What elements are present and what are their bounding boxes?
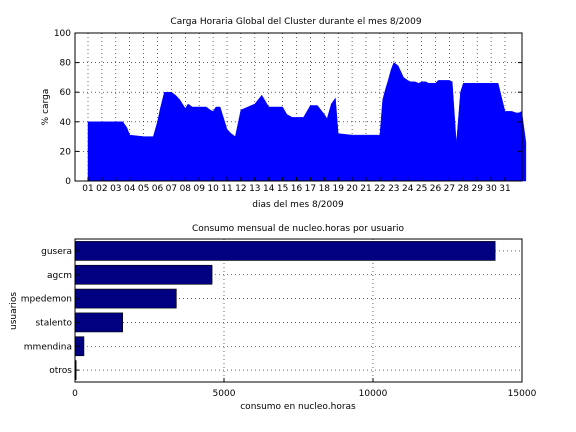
usage-bar-stalento: [74, 312, 123, 333]
load-xtick-label: 24: [402, 184, 414, 194]
usage-xtick-label: 10000: [359, 389, 388, 399]
load-ytick-label: 100: [54, 29, 71, 39]
usage-bar-mpedemon: [74, 288, 177, 309]
usage-ytick-label: otros: [49, 366, 72, 376]
load-chart-title: Carga Horaria Global del Cluster durante…: [170, 17, 421, 27]
load-xtick-label: 15: [277, 184, 288, 194]
load-xtick-label: 17: [305, 184, 316, 194]
usage-chart-yticks: gusera agcm mpedemon stalento mmendina otros: [21, 247, 79, 376]
load-xtick-label: 21: [360, 184, 371, 194]
load-xtick-label: 23: [388, 184, 399, 194]
usage-chart-xlabel: consumo en nucleo.horas: [240, 402, 356, 412]
load-chart-xlabel: dias del mes 8/2009: [252, 200, 344, 210]
load-xtick-label: 05: [138, 184, 149, 194]
load-ytick-label: 20: [60, 147, 72, 157]
usage-bar-agcm: [74, 264, 213, 285]
load-xtick-label: 29: [471, 184, 483, 194]
load-ytick-label: 60: [60, 88, 72, 98]
load-xtick-label: 19: [332, 184, 344, 194]
load-xtick-label: 04: [124, 184, 136, 194]
load-xtick-label: 31: [499, 184, 510, 194]
load-xtick-label: 06: [152, 184, 164, 194]
load-chart-yticks: 0 20 40 60 80 100: [54, 29, 522, 187]
load-xtick-label: 14: [263, 184, 275, 194]
load-ytick-label: 80: [60, 59, 72, 69]
load-xtick-label: 22: [374, 184, 385, 194]
load-xtick-label: 18: [319, 184, 331, 194]
load-xtick-label: 09: [193, 184, 205, 194]
load-chart-xticks: 01 02 03 04 05 06 07 08 09 10 11 12 13 14 15 16 17 18 19 20…: [82, 177, 511, 194]
usage-ytick-label: mmendina: [24, 342, 72, 352]
load-xtick-label: 03: [110, 184, 121, 194]
usage-xtick-label: 15000: [508, 389, 537, 399]
load-xtick-label: 11: [221, 184, 232, 194]
load-chart: Carga Horaria Global del Cluster durante…: [41, 17, 527, 210]
load-xtick-label: 10: [207, 184, 219, 194]
load-xtick-label: 13: [249, 184, 260, 194]
load-xtick-label: 08: [180, 184, 192, 194]
usage-chart-xticks: 0 5000 10000 15000: [72, 378, 537, 399]
usage-bar-gusera: [74, 241, 496, 261]
load-xtick-label: 02: [96, 184, 107, 194]
load-ytick-label: 0: [65, 177, 71, 187]
load-xtick-label: 07: [166, 184, 177, 194]
usage-chart-title: Consumo mensual de nucleo.horas por usua…: [192, 224, 405, 234]
usage-ytick-label: gusera: [41, 247, 72, 257]
load-xtick-label: 01: [82, 184, 93, 194]
load-xtick-label: 16: [291, 184, 303, 194]
load-chart-frame: [74, 32, 523, 182]
load-chart-ylabel: % carga: [41, 89, 51, 126]
usage-xtick-label: 0: [72, 389, 78, 399]
load-xtick-label: 20: [346, 184, 358, 194]
usage-chart-ylabel: usuarios: [9, 292, 19, 330]
load-xtick-label: 27: [444, 184, 455, 194]
load-area-series: [87, 62, 527, 182]
load-xtick-label: 28: [458, 184, 470, 194]
usage-ytick-label: agcm: [47, 271, 72, 281]
usage-xtick-label: 5000: [213, 389, 236, 399]
load-ytick-label: 40: [60, 118, 72, 128]
usage-ytick-label: mpedemon: [21, 295, 72, 305]
load-xtick-label: 30: [485, 184, 497, 194]
usage-bars: [74, 241, 496, 380]
load-xtick-label: 25: [416, 184, 427, 194]
usage-chart-axes: [74, 238, 523, 383]
load-xtick-label: 12: [235, 184, 246, 194]
usage-chart-frame: [74, 238, 523, 383]
load-xtick-label: 26: [430, 184, 442, 194]
usage-ytick-label: stalento: [35, 318, 72, 328]
usage-chart: Consumo mensual de nucleo.horas por usua…: [9, 224, 537, 412]
